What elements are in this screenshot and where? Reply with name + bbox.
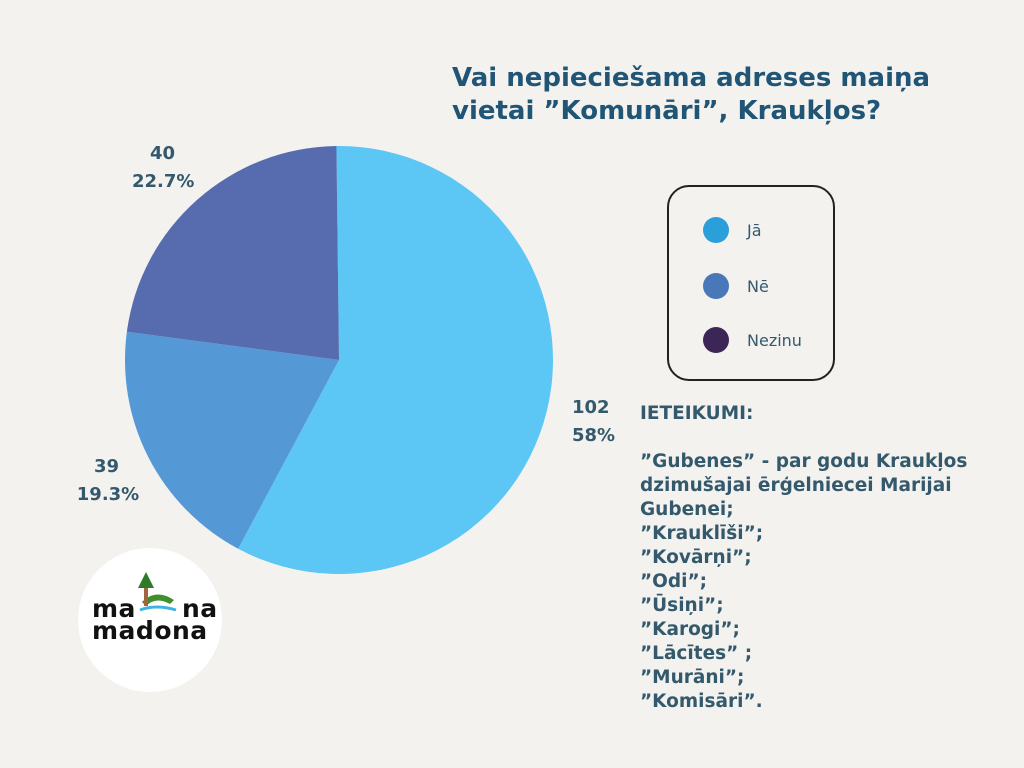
label-ja: 102 58%	[572, 394, 615, 450]
legend-item-ne: Nē	[703, 273, 769, 299]
logo-text-line1: ma na	[92, 594, 218, 623]
label-nezinu-percent: 22.7%	[132, 171, 195, 192]
legend: Jā Nē Nezinu	[667, 185, 835, 381]
suggestion-line: ”Krauklīši”;	[640, 523, 764, 544]
legend-swatch	[703, 217, 729, 243]
legend-item-ja: Jā	[703, 217, 762, 243]
legend-swatch	[703, 273, 729, 299]
label-ne-percent: 19.3%	[76, 484, 140, 505]
suggestion-line: Gubenei;	[640, 499, 734, 520]
suggestion-line: ”Komisāri”.	[640, 691, 763, 712]
suggestion-line: ”Kovārņi”;	[640, 547, 752, 568]
suggestions-heading: IETEIKUMI:	[640, 403, 754, 424]
suggestion-line: ”Lācītes” ;	[640, 643, 753, 664]
suggestion-line: ”Karogi”;	[640, 619, 740, 640]
legend-swatch	[703, 327, 729, 353]
pie-slice-j	[238, 146, 553, 574]
logo: ma na madona	[78, 548, 222, 692]
pie-slice-n	[124, 331, 339, 549]
suggestion-line: ”Gubenes” - par godu Kraukļos	[640, 451, 968, 472]
logo-tree-icon	[138, 572, 177, 612]
pie-slice-nezinu	[126, 146, 339, 360]
legend-label: Nē	[747, 276, 769, 296]
legend-label: Jā	[747, 220, 762, 240]
suggestions: IETEIKUMI: ”Gubenes” - par godu Kraukļos…	[640, 402, 967, 714]
label-ja-percent: 58%	[572, 425, 616, 446]
suggestion-line: ”Murāni”;	[640, 667, 745, 688]
label-ne-value: 39	[94, 456, 120, 477]
label-nezinu-value: 40	[150, 143, 176, 164]
label-nezinu: 40 22.7%	[132, 140, 194, 196]
suggestion-line: ”Odi”;	[640, 571, 708, 592]
chart-title: Vai nepieciešama adreses maiņa vietai ”K…	[452, 63, 931, 126]
logo-text-line2: madona	[92, 616, 208, 645]
label-ne: 39 19.3%	[76, 453, 140, 509]
suggestion-line: dzimušajai ērģelniecei Marijai	[640, 475, 952, 496]
legend-label: Nezinu	[747, 330, 802, 350]
suggestion-line: ”Ūsiņi”;	[640, 595, 724, 616]
legend-item-nezinu: Nezinu	[703, 327, 802, 353]
label-ja-value: 102	[572, 397, 610, 418]
